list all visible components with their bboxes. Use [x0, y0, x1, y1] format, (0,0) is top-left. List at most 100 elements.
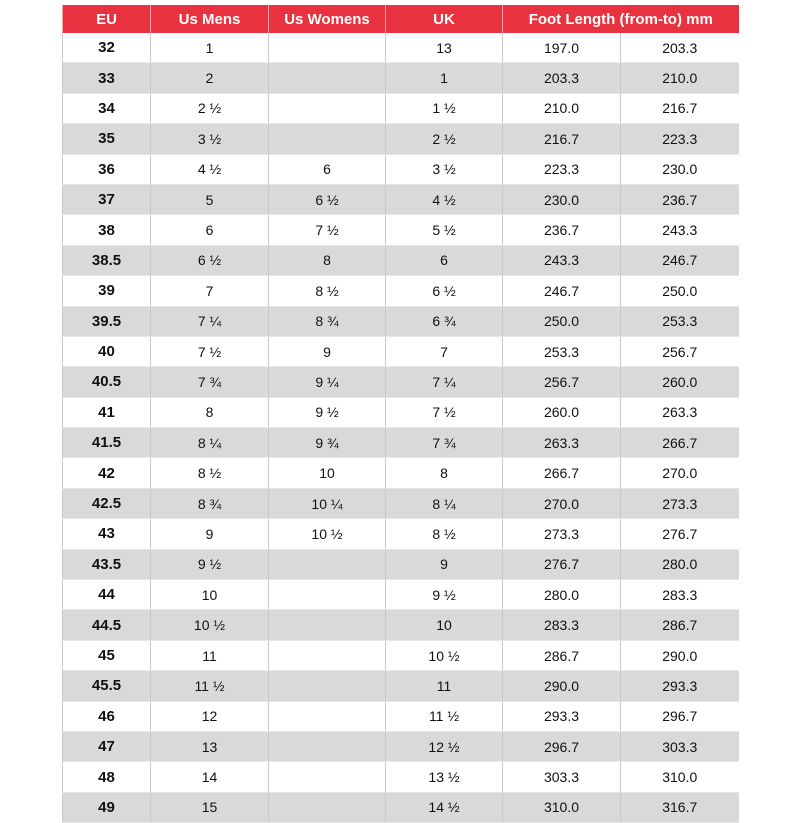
size-cell: 280.0: [502, 579, 621, 611]
size-cell: 6: [385, 245, 503, 277]
eu-cell: 42.5: [62, 488, 151, 520]
size-cell: 9 ¾: [268, 427, 386, 459]
header-cell: Us Mens: [150, 5, 269, 33]
size-row: 45 11 10 ½ 286.7 290.0: [62, 640, 739, 672]
header-cell: UK: [385, 5, 503, 33]
size-cell: 11 ½: [150, 670, 269, 702]
size-cell: 9 ½: [150, 549, 269, 581]
size-cell: [268, 701, 386, 732]
size-row: 48 14 13 ½ 303.3 310.0: [62, 761, 739, 793]
eu-cell: 41.5: [62, 427, 151, 459]
size-cell: 266.7: [502, 457, 621, 489]
eu-cell: 39: [62, 275, 151, 307]
eu-cell: 48: [62, 761, 151, 793]
size-row: 47 13 12 ½ 296.7 303.3: [62, 731, 739, 763]
size-cell: 10: [385, 609, 503, 641]
size-cell: 203.3: [502, 62, 621, 94]
size-cell: 7 ½: [268, 214, 386, 246]
size-cell: 6: [268, 154, 386, 185]
eu-cell: 34: [62, 93, 151, 125]
size-cell: 276.7: [502, 549, 621, 581]
size-cell: 303.3: [502, 761, 621, 793]
size-cell: 223.3: [620, 123, 739, 155]
size-cell: 13: [150, 731, 269, 763]
header-cell: Us Womens: [268, 5, 386, 33]
size-cell: 216.7: [620, 93, 739, 125]
size-cell: 270.0: [620, 457, 739, 489]
size-table: EU Us Mens Us Womens UK Foot Length (from-to…: [62, 5, 739, 823]
size-cell: 8: [268, 245, 386, 277]
size-cell: 260.0: [502, 397, 621, 429]
size-cell: 6 ½: [150, 245, 269, 277]
size-cell: 203.3: [620, 33, 739, 64]
size-row: 42 8 ½ 10 8 266.7 270.0: [62, 457, 739, 489]
size-cell: 236.7: [502, 214, 621, 246]
eu-cell: 33: [62, 62, 151, 94]
size-cell: 7: [150, 275, 269, 307]
size-cell: 316.7: [620, 792, 739, 823]
size-cell: 253.3: [502, 336, 621, 368]
size-cell: 253.3: [620, 306, 739, 337]
size-cell: 266.7: [620, 427, 739, 459]
size-cell: 286.7: [620, 609, 739, 641]
size-cell: 303.3: [620, 731, 739, 763]
size-cell: 11: [150, 640, 269, 672]
size-cell: 263.3: [620, 397, 739, 429]
size-cell: 310.0: [620, 761, 739, 793]
size-row: 45.5 11 ½ 11 290.0 293.3: [62, 670, 739, 702]
size-cell: 9: [385, 549, 503, 581]
size-row: 49 15 14 ½ 310.0 316.7: [62, 792, 739, 823]
size-cell: 1: [385, 62, 503, 94]
size-cell: 11: [385, 670, 503, 702]
size-cell: 246.7: [502, 275, 621, 307]
header-row: EU Us Mens Us Womens UK Foot Length (from-to…: [62, 5, 739, 33]
size-cell: 7 ¼: [385, 366, 503, 398]
eu-cell: 45.5: [62, 670, 151, 702]
size-cell: [268, 123, 386, 155]
size-cell: [268, 670, 386, 702]
size-cell: 10 ½: [150, 609, 269, 641]
size-cell: [268, 549, 386, 581]
eu-cell: 37: [62, 184, 151, 216]
size-cell: 296.7: [620, 701, 739, 732]
size-cell: 276.7: [620, 518, 739, 550]
size-cell: 260.0: [620, 366, 739, 398]
size-cell: 10 ¼: [268, 488, 386, 520]
size-cell: 6 ½: [385, 275, 503, 307]
size-cell: 14: [150, 761, 269, 793]
size-cell: 286.7: [502, 640, 621, 672]
size-cell: 283.3: [620, 579, 739, 611]
eu-cell: 40: [62, 336, 151, 368]
size-cell: 7 ½: [385, 397, 503, 429]
eu-cell: 32: [62, 33, 151, 64]
size-cell: 223.3: [502, 154, 621, 185]
size-cell: 2 ½: [150, 93, 269, 125]
size-cell: 9 ½: [268, 397, 386, 429]
size-row: 34 2 ½ 1 ½ 210.0 216.7: [62, 93, 739, 125]
eu-cell: 49: [62, 792, 151, 823]
size-cell: 10 ½: [385, 640, 503, 672]
size-cell: 9 ½: [385, 579, 503, 611]
size-cell: [268, 792, 386, 823]
size-cell: 216.7: [502, 123, 621, 155]
size-cell: 4 ½: [385, 184, 503, 216]
size-cell: 1 ½: [385, 93, 503, 125]
size-cell: 8: [385, 457, 503, 489]
size-cell: 230.0: [620, 154, 739, 185]
size-cell: 250.0: [502, 306, 621, 337]
eu-cell: 40.5: [62, 366, 151, 398]
size-cell: 10 ½: [268, 518, 386, 550]
size-cell: [268, 731, 386, 763]
size-row: 43.5 9 ½ 9 276.7 280.0: [62, 549, 739, 581]
size-cell: [268, 62, 386, 94]
size-cell: 296.7: [502, 731, 621, 763]
size-cell: 243.3: [502, 245, 621, 277]
size-cell: 256.7: [502, 366, 621, 398]
size-row: 44 10 9 ½ 280.0 283.3: [62, 579, 739, 611]
size-cell: 1: [150, 33, 269, 64]
